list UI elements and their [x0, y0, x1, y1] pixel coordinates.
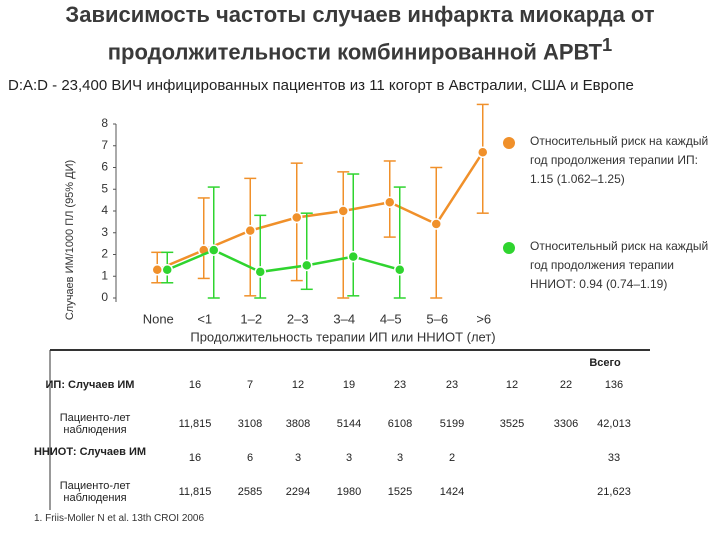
footnote: 1. Friis-Moller N et al. 13th CROI 2006 [34, 513, 205, 524]
row-label: Пациенто-лет наблюдения [59, 480, 131, 504]
table-cell: 16 [188, 452, 202, 464]
data-point [394, 263, 406, 276]
data-point [291, 211, 303, 224]
table-cell: 6 [246, 452, 254, 464]
data-point [347, 250, 359, 263]
table-cell: 7 [246, 379, 254, 391]
table-cell: 3 [294, 452, 302, 464]
y-tick-label: 7 [101, 138, 108, 152]
data-point [301, 259, 313, 272]
x-tick-label: 4–5 [380, 311, 402, 326]
x-tick-label: >6 [476, 311, 491, 326]
data-point [477, 146, 489, 159]
y-tick-label: 6 [101, 160, 108, 174]
legend-marker [503, 137, 515, 149]
data-point [337, 205, 349, 217]
table-cell: 136 [604, 379, 624, 391]
table-cell: 3306 [553, 418, 579, 430]
x-tick-label: 5–6 [426, 311, 448, 326]
row-label: ННИОТ: Случаев ИМ [33, 446, 147, 458]
x-tick-label: 2–3 [287, 311, 309, 326]
table-cell: 16 [188, 379, 202, 391]
data-point [254, 266, 266, 278]
y-tick-label: 8 [101, 116, 108, 130]
data-point [151, 263, 163, 276]
table-cell: 2294 [285, 486, 311, 498]
table-cell: 2585 [237, 486, 263, 498]
series-line [166, 248, 401, 274]
table-cell: 33 [607, 452, 621, 464]
y-tick-label: 4 [101, 203, 108, 217]
table-cell: 5144 [336, 418, 362, 430]
table-cell: 1424 [439, 486, 465, 498]
table-cell: 3 [396, 452, 404, 464]
data-point [161, 263, 173, 276]
table-cell: 6108 [387, 418, 413, 430]
table-cell: 12 [291, 379, 305, 391]
legend-text: Относительный риск на каждый год продолж… [530, 239, 709, 291]
data-point [208, 244, 220, 256]
table-cell: 1980 [336, 486, 362, 498]
table-cell: 3525 [499, 418, 525, 430]
slide-title: Зависимость частоты случаев инфаркта мио… [10, 0, 710, 67]
x-axis-label: Продолжительность терапии ИП или ННИОТ (… [190, 329, 495, 344]
table-cell: 2 [448, 452, 456, 464]
table-cell: 21,623 [597, 486, 631, 498]
legend-text: Относительный риск на каждый год продолж… [530, 134, 709, 186]
x-tick-label: 1–2 [240, 311, 262, 326]
table-cell: 11,815 [178, 418, 212, 430]
x-tick-label: <1 [197, 311, 212, 326]
y-tick-label: 3 [101, 225, 108, 239]
y-axis-label: Случаев ИМ/1000 ПЛ (95% ДИ) [64, 160, 76, 320]
table-cell: 3 [345, 452, 353, 464]
y-tick-label: 0 [101, 290, 108, 304]
legend-marker [503, 242, 515, 254]
x-tick-label: 3–4 [333, 311, 355, 326]
data-point [430, 218, 442, 230]
table-cell: 1525 [387, 486, 413, 498]
y-tick-label: 2 [101, 247, 108, 261]
table-cell: 11,815 [178, 486, 212, 498]
table-cell: 5199 [439, 418, 465, 430]
data-point [244, 224, 256, 237]
row-label: Пациенто-лет наблюдения [59, 412, 131, 436]
table-cell: 3808 [285, 418, 311, 430]
y-tick-label: 1 [101, 268, 108, 282]
table-header: Всего [589, 357, 621, 369]
table-cell: 12 [505, 379, 519, 391]
table-cell: 23 [393, 379, 407, 391]
row-label: ИП: Случаев ИМ [45, 379, 135, 391]
table-cell: 23 [445, 379, 459, 391]
table-cell: 22 [559, 379, 573, 391]
table-cell: 19 [342, 379, 356, 391]
title-superscript: 1 [602, 34, 613, 55]
table-cell: 42,013 [597, 418, 631, 430]
y-tick-label: 5 [101, 181, 108, 195]
data-point [384, 196, 396, 209]
title-text: Зависимость частоты случаев инфаркта мио… [65, 2, 655, 65]
table-cell: 3108 [237, 418, 263, 430]
x-tick-label: None [143, 311, 174, 326]
subtitle: D:A:D - 23,400 ВИЧ инфицированных пациен… [8, 77, 634, 94]
